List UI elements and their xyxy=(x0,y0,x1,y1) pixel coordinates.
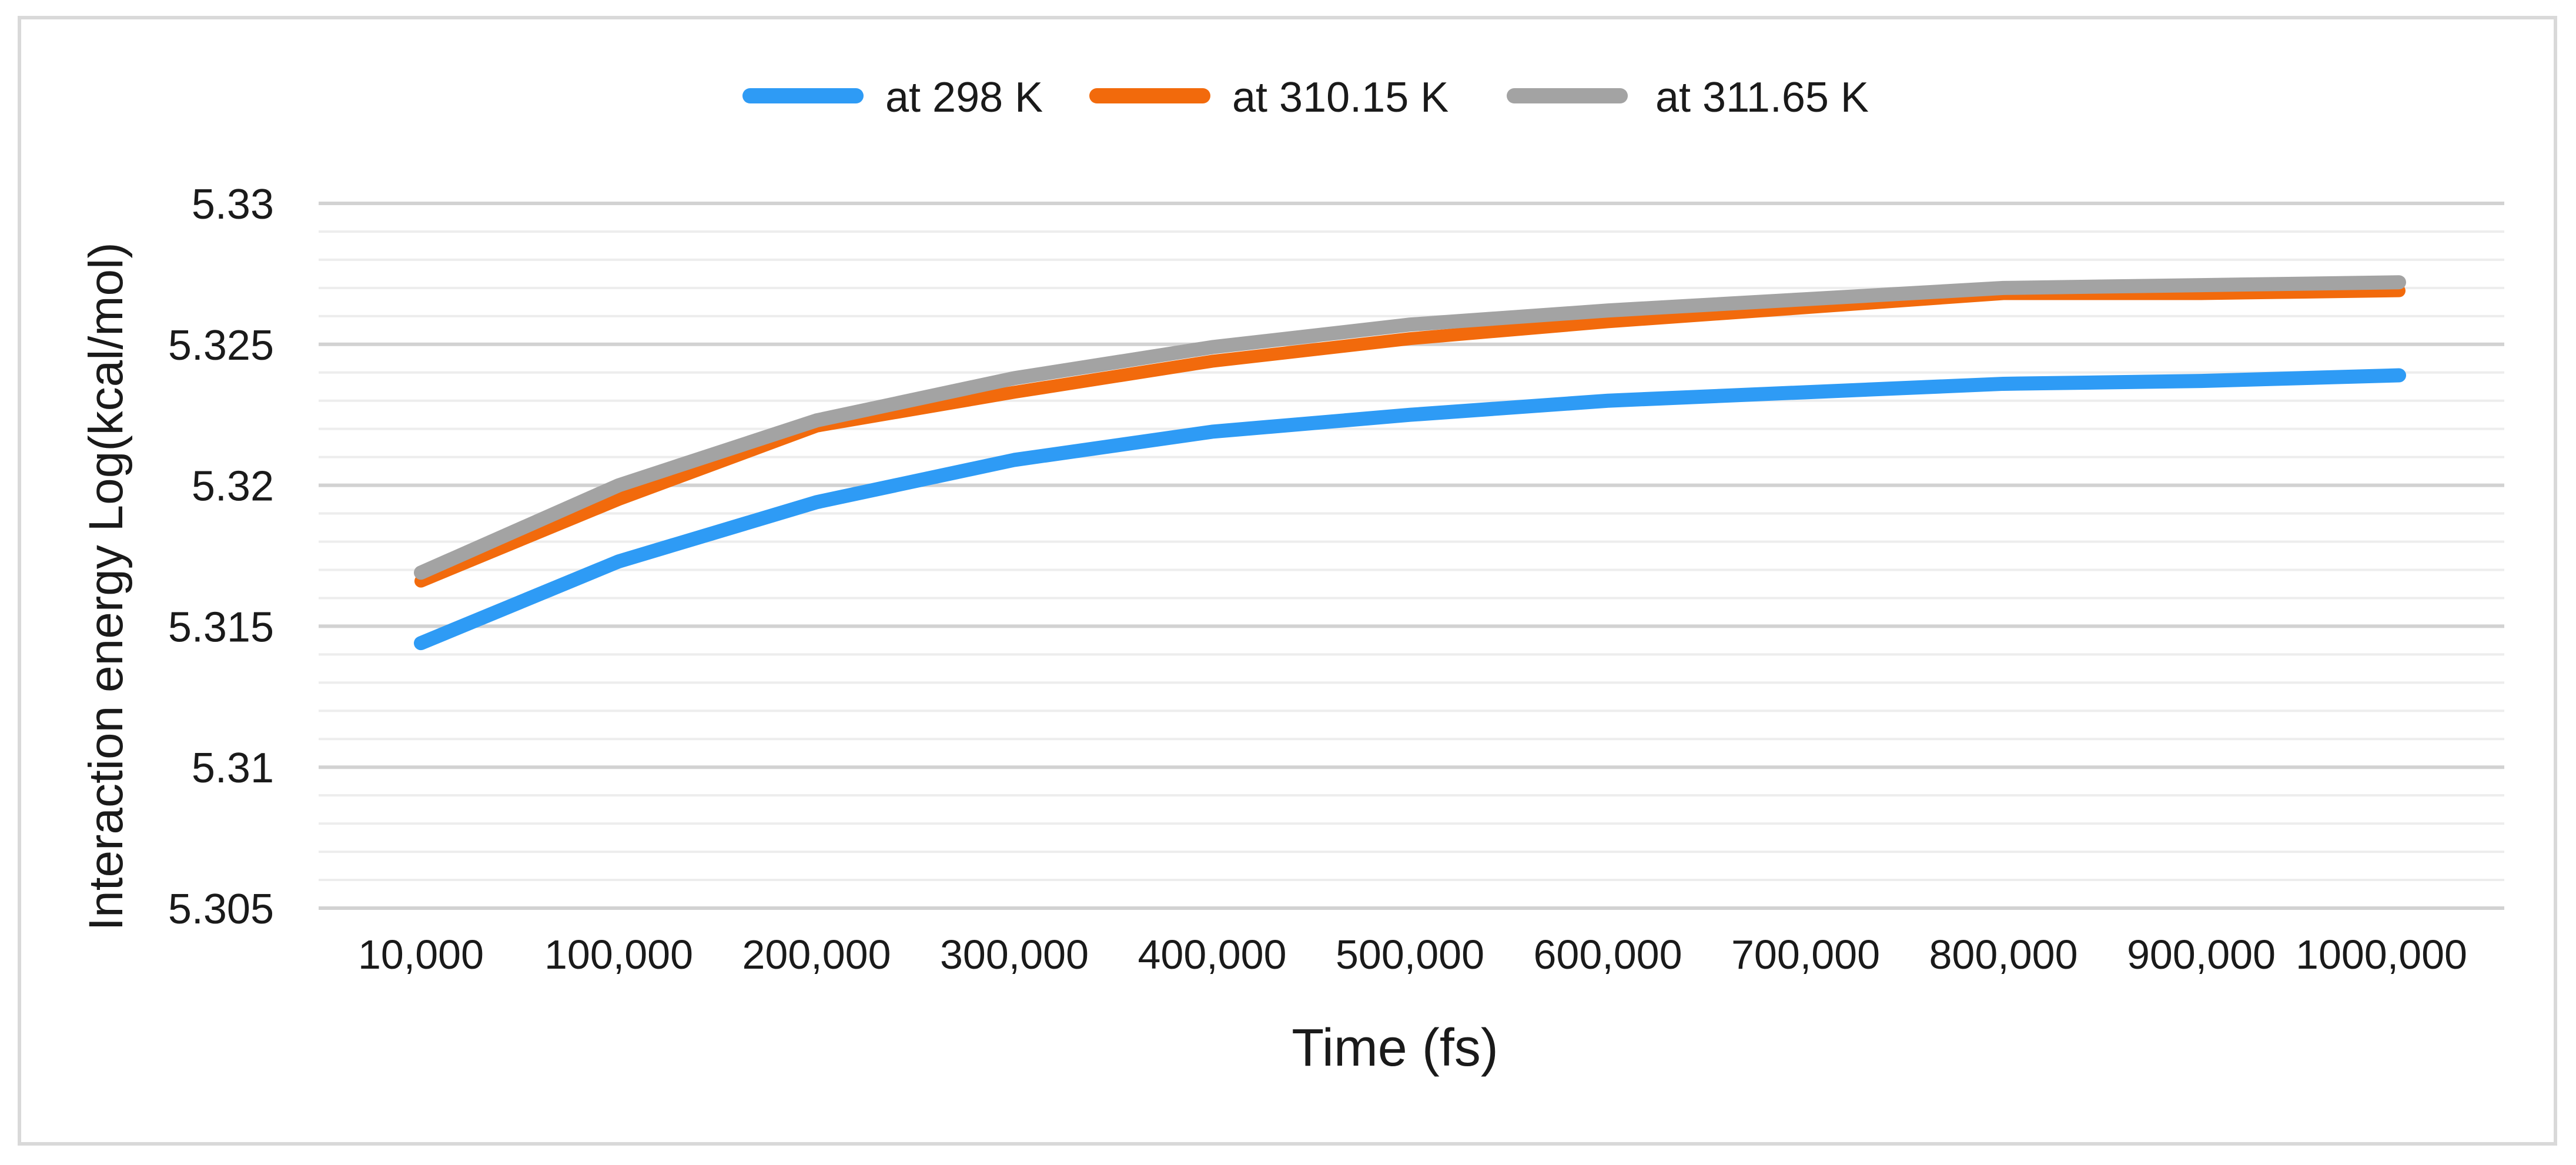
x-axis-ticks: 10,000 100,000 200,000 300,000 400,000 500,00… xyxy=(358,932,2467,977)
x-tick-label: 600,000 xyxy=(1533,932,1682,977)
x-tick-label: 1000,000 xyxy=(2296,932,2467,977)
y-axis-title: Interaction energy Log(kcal/mol) xyxy=(79,242,133,930)
line-chart: 5.305 5.31 5.315 5.32 5.325 5.33 10,000 100,00… xyxy=(79,74,2504,1077)
x-tick-label: 400,000 xyxy=(1138,932,1286,977)
x-tick-label: 10,000 xyxy=(358,932,484,977)
y-tick-label: 5.32 xyxy=(192,463,274,510)
legend-label-1: at 298 K xyxy=(885,74,1043,121)
y-axis-ticks: 5.305 5.31 5.315 5.32 5.325 5.33 xyxy=(168,181,274,933)
series-line-1 xyxy=(414,368,2406,651)
legend-label-3: at 311.65 K xyxy=(1655,74,1869,121)
x-tick-label: 900,000 xyxy=(2127,932,2276,977)
x-tick-label: 300,000 xyxy=(940,932,1089,977)
legend-label-2: at 310.15 K xyxy=(1232,74,1448,121)
chart-frame: 5.305 5.31 5.315 5.32 5.325 5.33 10,000 100,00… xyxy=(18,16,2557,1146)
y-tick-label: 5.315 xyxy=(168,604,274,651)
y-tick-label: 5.33 xyxy=(192,181,274,228)
y-tick-label: 5.31 xyxy=(192,745,274,792)
legend: at 298 K at 310.15 K at 311.65 K xyxy=(742,74,1869,121)
x-tick-label: 700,000 xyxy=(1731,932,1880,977)
x-axis-title: Time (fs) xyxy=(1292,1019,1498,1077)
y-tick-label: 5.325 xyxy=(168,322,274,369)
series-line-3 xyxy=(414,275,2406,580)
x-tick-label: 500,000 xyxy=(1336,932,1484,977)
series-lines xyxy=(414,275,2406,651)
x-tick-label: 200,000 xyxy=(742,932,891,977)
y-tick-label: 5.305 xyxy=(168,886,274,933)
x-tick-label: 100,000 xyxy=(544,932,693,977)
x-tick-label: 800,000 xyxy=(1929,932,2077,977)
